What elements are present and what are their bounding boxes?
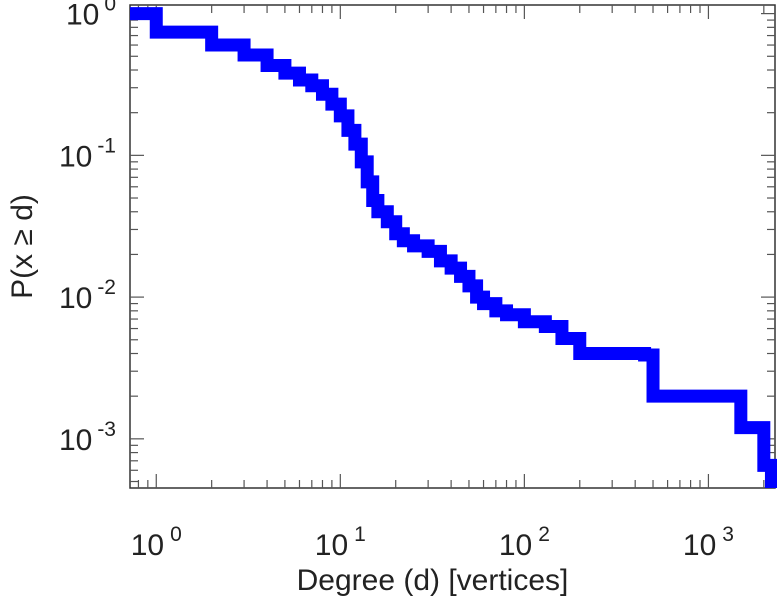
x-axis-label: Degree (d) [vertices]	[297, 564, 569, 597]
y-tick-base: 10	[66, 0, 99, 32]
series-line-0	[130, 7, 777, 488]
y-tick-label: 10 -2	[59, 276, 116, 315]
y-axis-label: P(x ≥ d)	[6, 194, 39, 299]
x-tick-exponent: 1	[354, 523, 366, 546]
y-tick-exponent: -3	[97, 418, 116, 441]
x-tick-exponent: 0	[170, 523, 182, 546]
y-tick-label: 10 0	[66, 0, 116, 32]
minor-ticks	[130, 5, 775, 488]
x-tick-label: 10 3	[683, 523, 734, 562]
plot-area	[129, 4, 776, 489]
y-tick-exponent: 0	[104, 0, 116, 16]
x-tick-exponent: 2	[538, 523, 550, 546]
x-tick-label: 10 0	[131, 523, 182, 562]
y-tick-exponent: -2	[97, 276, 116, 299]
y-tick-base: 10	[59, 140, 92, 173]
y-tick-base: 10	[59, 282, 92, 315]
series-layer	[130, 7, 777, 488]
y-tick-exponent: -1	[97, 134, 116, 157]
major-ticks	[130, 5, 775, 488]
x-tick-base: 10	[683, 529, 716, 562]
x-tick-base: 10	[131, 529, 164, 562]
tick-labels: 10 0 10 1 10 2 10 310 010 -110 -210 -3	[59, 0, 734, 562]
x-tick-base: 10	[315, 529, 348, 562]
x-tick-exponent: 3	[722, 523, 734, 546]
y-tick-base: 10	[59, 424, 92, 457]
x-tick-base: 10	[499, 529, 532, 562]
x-tick-label: 10 1	[315, 523, 366, 562]
y-tick-label: 10 -3	[59, 418, 116, 457]
y-tick-label: 10 -1	[59, 134, 116, 173]
x-tick-label: 10 2	[499, 523, 550, 562]
